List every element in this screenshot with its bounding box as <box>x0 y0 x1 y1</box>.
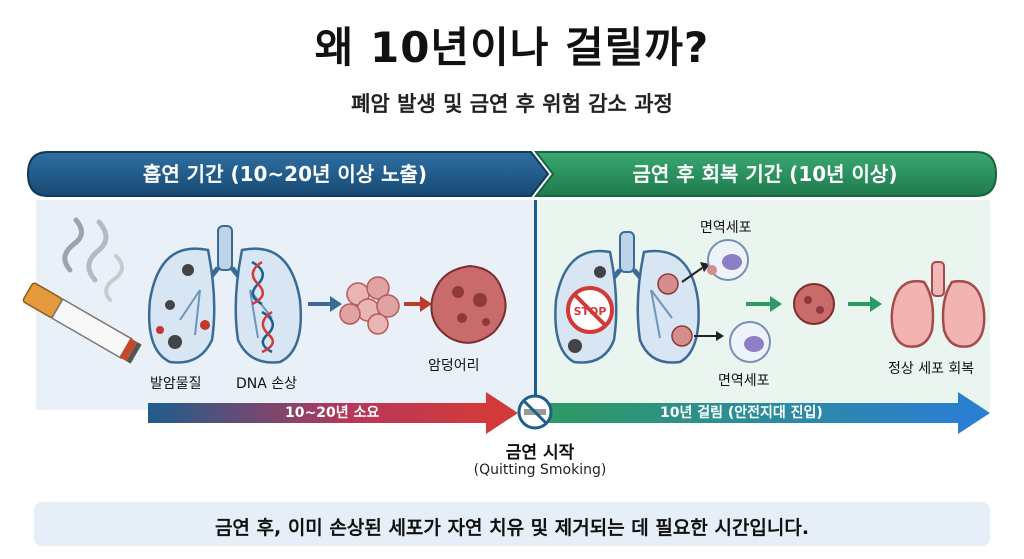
smoking-phase-banner <box>26 151 550 197</box>
immune-cell-top-icon <box>707 239 749 281</box>
quit-smoking-label: 금연 시작 <box>505 443 575 463</box>
page-title: 왜 10년이나 걸릴까? <box>314 23 710 72</box>
recovery-duration-arrow <box>548 392 990 434</box>
smoking-phase-label: 흡연 기간 (10~20년 이상 노출) <box>142 162 428 186</box>
immune-cell-bottom-icon <box>729 321 771 363</box>
recovery-phase-banner <box>533 151 998 197</box>
cigarette-icon <box>22 217 142 364</box>
healthy-lungs-icon <box>890 261 986 348</box>
smoking-duration-label: 10~20년 소요 <box>285 405 380 421</box>
immune-cell-bottom-label: 면역세포 <box>718 373 770 389</box>
immune-cell-top-label: 면역세포 <box>700 220 752 236</box>
damaged-lungs-icon <box>148 225 302 364</box>
carcinogen-label: 발암물질 <box>150 376 202 392</box>
stop-sign-icon <box>566 286 614 334</box>
dna-strand-icon <box>251 260 275 354</box>
abnormal-cells-icon <box>339 276 400 335</box>
recovery-duration-label: 10년 걸림 (안전지대 진입) <box>660 405 823 421</box>
normal-recovery-label: 정상 세포 회복 <box>888 361 975 377</box>
dna-damage-label: DNA 손상 <box>236 376 298 392</box>
recovery-phase-label: 금연 후 회복 기간 (10년 이상) <box>632 162 898 186</box>
quit-divider-line <box>534 200 537 405</box>
footer-caption: 금연 후, 이미 손상된 세포가 자연 치유 및 제거되는 데 필요한 시간입니… <box>214 517 810 539</box>
phase-banner <box>26 151 998 197</box>
stop-sign-label: STOP <box>574 305 607 318</box>
recovering-lungs-icon <box>554 231 700 364</box>
tumor-icon <box>430 264 507 344</box>
footer-caption-box <box>34 502 990 546</box>
no-smoking-icon <box>517 394 553 430</box>
shrinking-tumor-icon <box>793 283 835 325</box>
smoking-duration-arrow <box>148 392 518 434</box>
page-subtitle: 폐암 발생 및 금연 후 위험 감소 과정 <box>351 92 673 116</box>
quit-smoking-sublabel: (Quitting Smoking) <box>473 462 607 478</box>
tumor-label: 암덩어리 <box>428 358 480 374</box>
